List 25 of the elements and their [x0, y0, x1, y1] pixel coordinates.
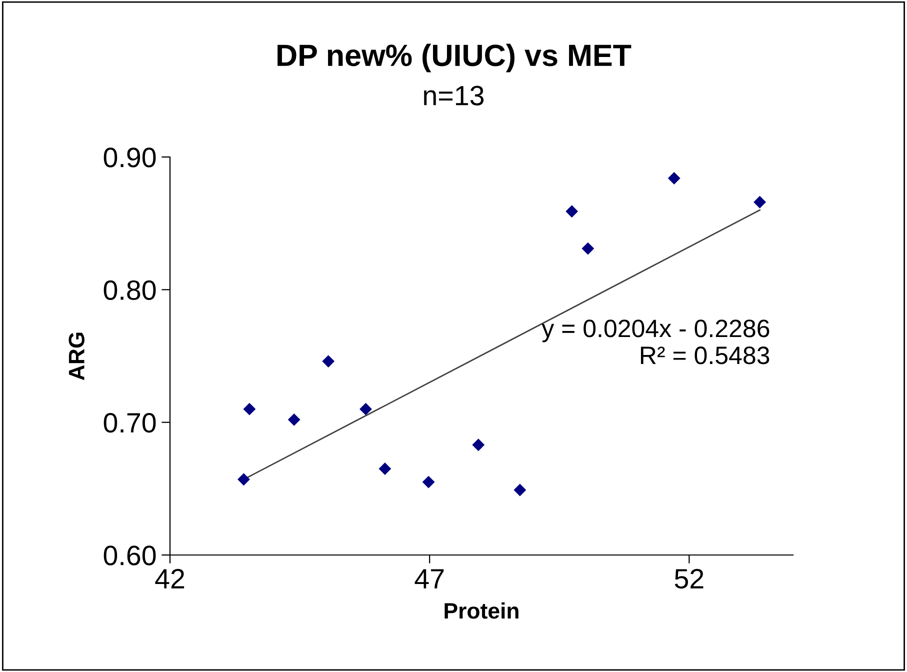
y-tick-label: 0.60	[104, 546, 156, 566]
point	[322, 355, 335, 368]
point	[360, 402, 372, 416]
point	[754, 196, 766, 208]
x-tick-label: 52	[674, 568, 704, 589]
point	[566, 205, 578, 218]
point	[422, 476, 435, 488]
annotation: y = 0.0204x - 0.2286 R² = 0.5483	[542, 320, 770, 364]
x-tick-label: 47	[414, 569, 444, 588]
y-tick-label: 0.70	[104, 413, 156, 433]
point	[378, 462, 392, 475]
point	[514, 484, 526, 496]
chart-subtitle: n=13	[424, 86, 484, 106]
x-tick-label: 42	[155, 568, 184, 588]
point	[668, 172, 680, 184]
chart-title: DP new% (UIUC) vs MET	[278, 44, 632, 72]
y-axis-title: ARG	[68, 332, 84, 380]
y-tick-label: 0.90	[104, 148, 156, 168]
y-tick-label: 0.80	[104, 280, 156, 300]
point	[238, 473, 250, 486]
point	[472, 438, 485, 452]
x-axis-title: Protein	[444, 602, 518, 619]
point	[582, 242, 594, 255]
point	[288, 413, 300, 426]
point	[243, 402, 256, 416]
